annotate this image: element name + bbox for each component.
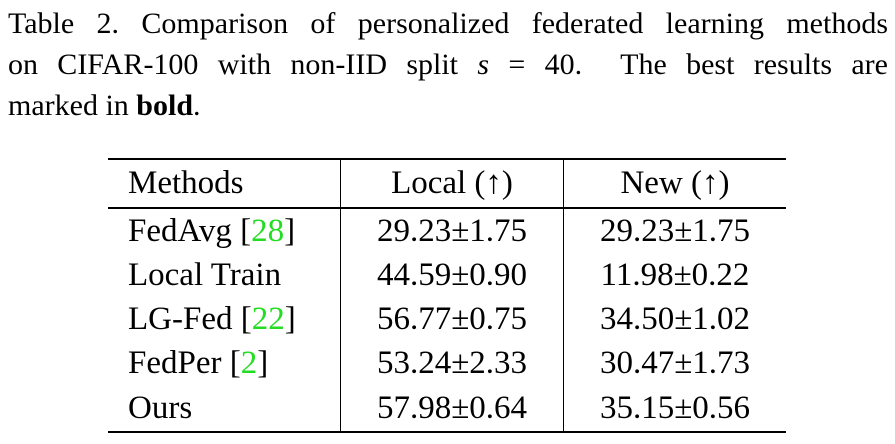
local-accuracy-cell: 53.24±2.33: [340, 341, 564, 385]
split-variable: s: [477, 48, 490, 81]
citation-open-bracket: [: [221, 344, 241, 381]
method-name: Local Train: [128, 256, 282, 293]
caption-text: marked in: [8, 89, 129, 122]
new-accuracy-cell: 34.50±1.02: [599, 300, 751, 337]
citation-close-bracket: ]: [284, 212, 296, 249]
new-accuracy-cell: 30.47±1.73: [599, 344, 751, 381]
method-name: Ours: [128, 389, 193, 426]
caption-period: .: [193, 89, 201, 122]
local-accuracy-cell: 29.23±1.75: [340, 208, 564, 253]
new-accuracy-cell: 11.98±0.22: [600, 256, 750, 293]
results-table: Methods Local (↑) New (↑) FedAvg [28] 29.…: [108, 158, 786, 433]
local-accuracy-cell: 44.59±0.90: [340, 253, 564, 297]
citation-close-bracket: ]: [257, 344, 269, 381]
caption-text: The best results are: [620, 48, 888, 81]
caption-line-1: Table 2. Comparison of personalized fede…: [8, 7, 888, 40]
method-name: LG-Fed: [128, 300, 233, 337]
citation-link[interactable]: 22: [251, 300, 285, 337]
method-cell: FedPer [2]: [108, 341, 341, 385]
header-new: New (↑): [563, 158, 786, 209]
equals-sign: =: [508, 48, 526, 81]
caption-bold-word: bold: [136, 89, 194, 122]
method-name: FedAvg: [128, 212, 232, 249]
local-accuracy-cell: 57.98±0.64: [340, 385, 564, 433]
method-cell: FedAvg [28]: [108, 208, 341, 253]
header-methods: Methods: [108, 158, 341, 209]
table-caption: Table 2. Comparison of personalized fede…: [8, 3, 888, 126]
method-cell: Local Train: [108, 253, 341, 297]
split-value: 40.: [544, 48, 583, 81]
new-accuracy-cell: 35.15±0.56: [563, 385, 786, 433]
citation-link[interactable]: 28: [251, 212, 285, 249]
header-local: Local (↑): [340, 158, 564, 209]
method-name: FedPer: [128, 344, 222, 381]
table-row: FedAvg [28] 29.23±1.75 29.23±1.75: [108, 208, 786, 253]
table-row: LG-Fed [22] 56.77±0.75 34.50±1.02: [108, 297, 786, 341]
table-body: FedAvg [28] 29.23±1.75 29.23±1.75 Local Tra…: [108, 208, 786, 433]
table-row: Local Train 44.59±0.90 11.98±0.22: [108, 253, 786, 297]
local-accuracy-cell: 56.77±0.75: [340, 297, 564, 341]
table-row: FedPer [2] 53.24±2.33 30.47±1.73: [108, 341, 786, 385]
caption-text: on CIFAR-100 with non-IID split: [8, 48, 459, 81]
caption-line-3: marked in bold.: [8, 85, 888, 126]
citation-close-bracket: ]: [284, 300, 296, 337]
table-header-row: Methods Local (↑) New (↑): [108, 158, 786, 209]
table-row: Ours 57.98±0.64 35.15±0.56: [108, 385, 786, 433]
citation-open-bracket: [: [231, 212, 252, 249]
method-cell: LG-Fed [22]: [108, 297, 341, 341]
citation-open-bracket: [: [232, 300, 252, 337]
method-cell: Ours: [108, 385, 341, 433]
new-accuracy-cell: 29.23±1.75: [599, 212, 751, 249]
citation-link[interactable]: 2: [240, 344, 258, 381]
caption-line-2: on CIFAR-100 with non-IID split s = 40. …: [8, 44, 888, 85]
